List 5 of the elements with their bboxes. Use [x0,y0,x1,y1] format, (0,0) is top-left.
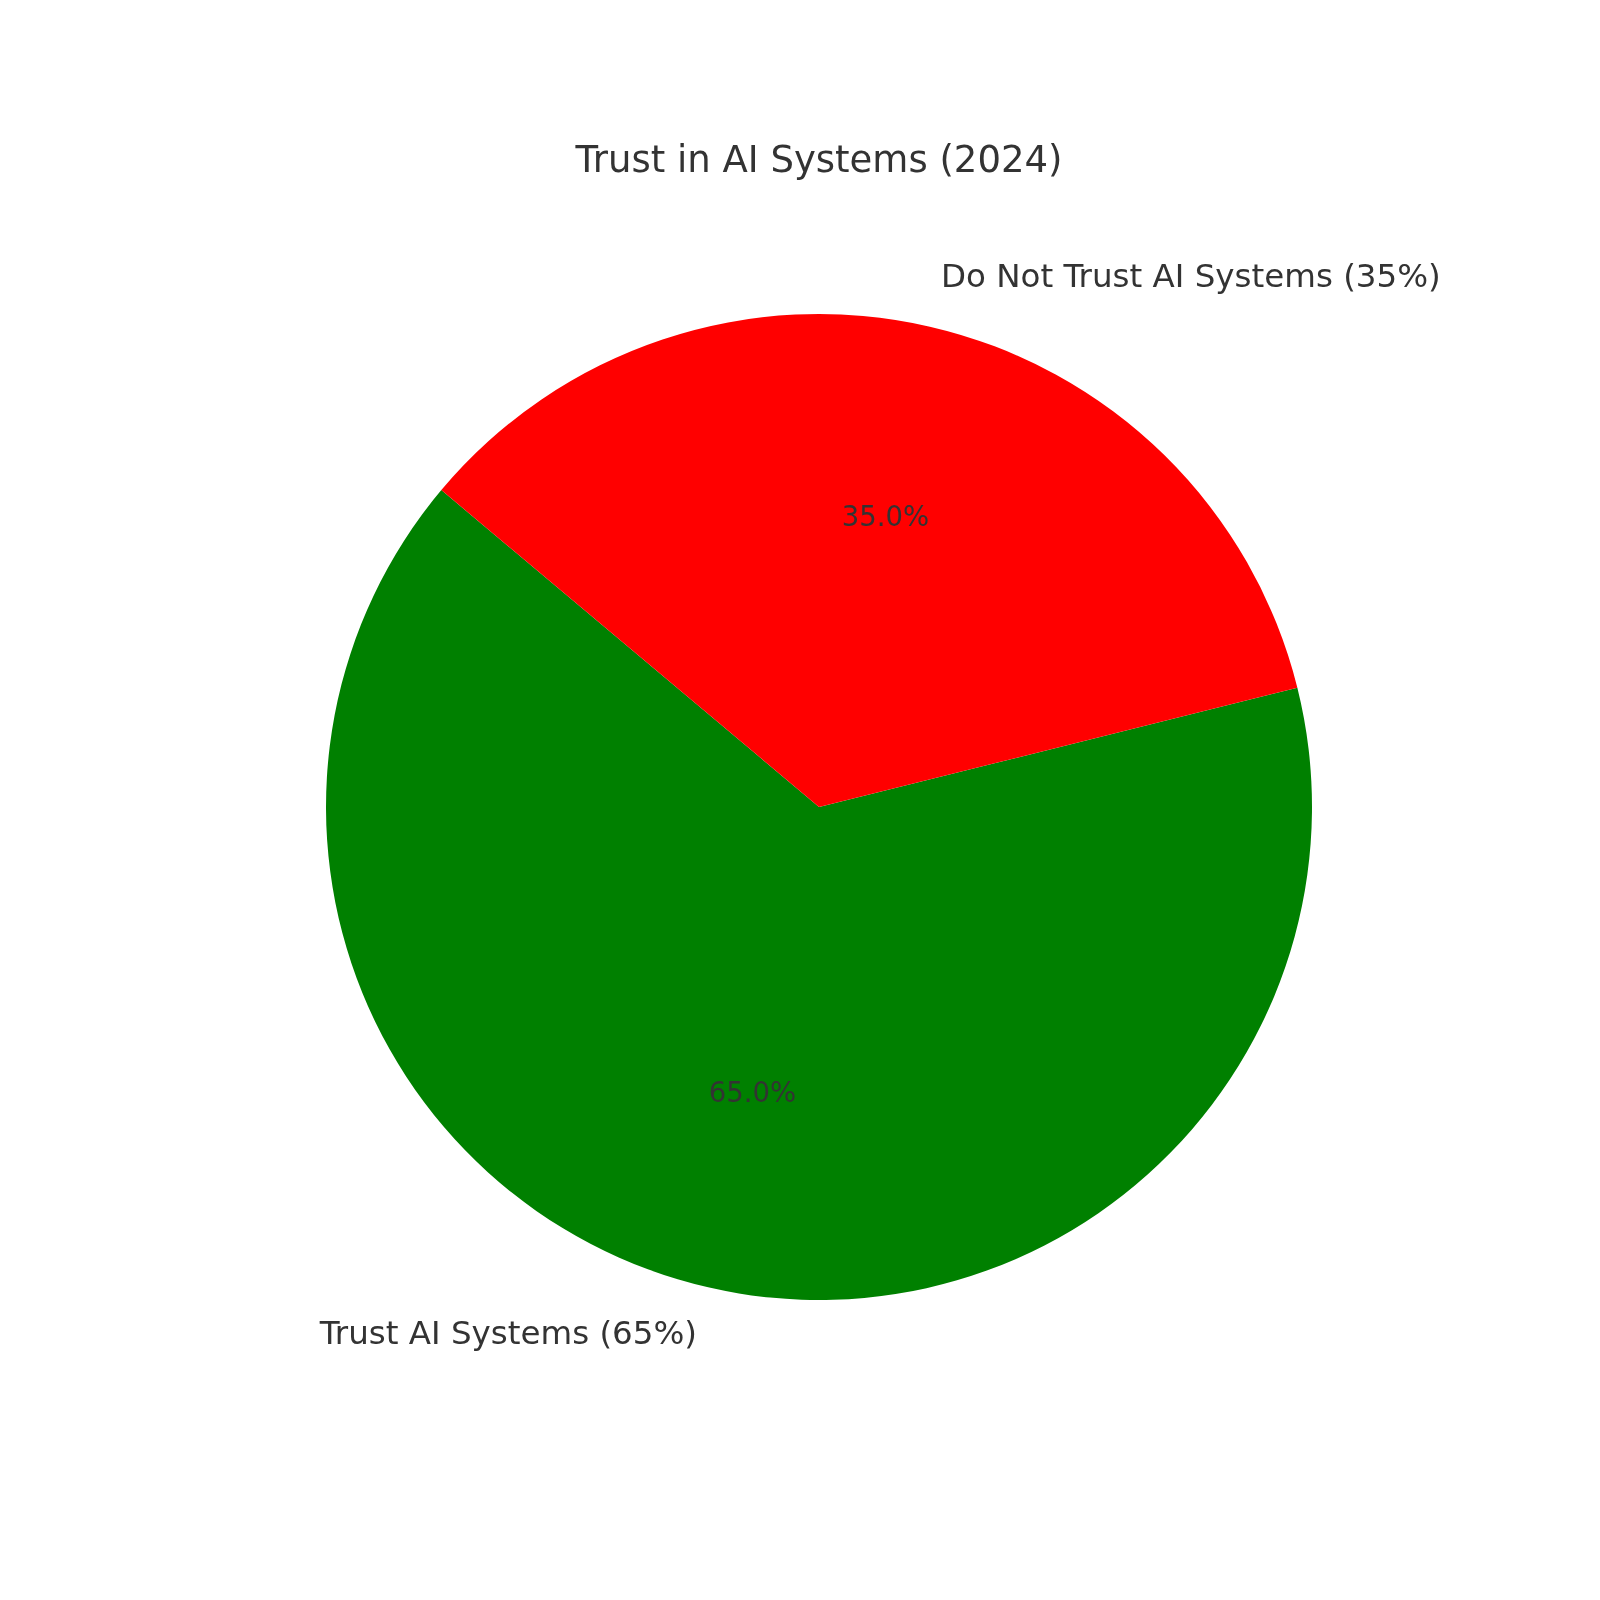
data-label: 65.0% [708,1076,797,1109]
chart-title: Trust in AI Systems (2024) [574,137,1063,181]
data-label: 35.0% [841,499,930,532]
slice-label: Do Not Trust AI Systems (35%) [940,257,1441,296]
slice-label: Trust AI Systems (65%) [318,1313,698,1352]
